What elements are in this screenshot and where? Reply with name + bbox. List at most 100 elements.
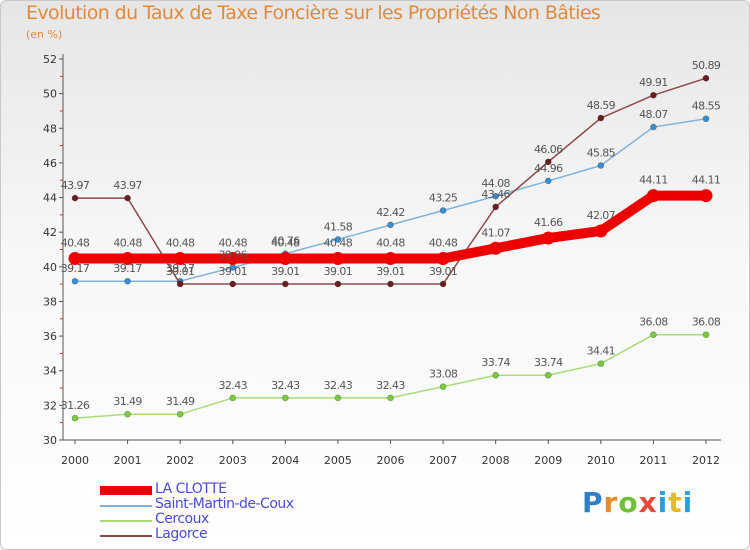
data-point (387, 280, 394, 288)
data-point (229, 394, 237, 402)
data-point (124, 410, 131, 418)
data-label: 40.48 (61, 237, 90, 250)
data-point (650, 331, 657, 339)
y-tick-label: 52 (43, 53, 57, 66)
data-label: 49.91 (639, 76, 668, 89)
data-label: 39.17 (61, 262, 90, 275)
data-label: 43.97 (61, 179, 90, 192)
data-label: 39.17 (166, 262, 195, 275)
x-tick-label: 2011 (639, 454, 667, 467)
y-tick-label: 30 (43, 434, 57, 447)
data-point (387, 394, 394, 402)
data-label: 43.46 (481, 188, 510, 201)
data-label: 40.48 (166, 237, 195, 250)
legend-swatch (100, 520, 152, 522)
data-point (176, 280, 184, 288)
x-tick-label: 2009 (534, 454, 562, 467)
data-label: 40.48 (429, 237, 458, 250)
x-tick-label: 2000 (61, 454, 89, 467)
y-tick-label: 44 (43, 192, 57, 205)
data-point (334, 280, 342, 288)
data-point (646, 189, 660, 203)
y-tick-label: 38 (43, 295, 57, 308)
data-point (597, 360, 605, 367)
data-label: 32.43 (324, 379, 353, 392)
x-tick-label: 2008 (482, 454, 510, 467)
data-label: 40.48 (219, 237, 248, 250)
data-point (597, 162, 605, 169)
proxiti-logo: Proxiti (582, 486, 694, 519)
data-label: 48.59 (587, 99, 616, 112)
data-point (121, 252, 135, 266)
y-tick-label: 46 (43, 157, 57, 170)
data-label: 44.96 (534, 162, 563, 175)
data-label: 39.01 (166, 265, 195, 278)
y-tick-label: 42 (43, 226, 57, 239)
data-point (597, 114, 605, 122)
line-chart: 30 32 34 36 38 40 42 44 46 48 50 52 2000 2001 2002 2003… (43, 53, 721, 467)
data-label: 42.42 (376, 206, 405, 219)
x-tick-label: 2001 (114, 454, 142, 467)
data-label: 39.96 (219, 249, 248, 262)
data-label: 39.01 (271, 265, 300, 278)
data-point (650, 91, 657, 99)
x-tick-label: 2006 (377, 454, 405, 467)
y-tick-label: 48 (43, 122, 57, 135)
legend-label: LA CLOTTE (155, 481, 227, 497)
data-point (439, 383, 447, 390)
data-label: 45.85 (587, 147, 616, 160)
data-point (387, 221, 394, 229)
data-point (176, 410, 184, 418)
data-label: 44.08 (481, 177, 510, 190)
data-point (436, 252, 450, 266)
data-label: 39.01 (219, 265, 248, 278)
data-point (489, 241, 503, 255)
data-point (650, 123, 657, 131)
x-tick-label: 2007 (429, 454, 457, 467)
data-label: 39.17 (113, 262, 142, 275)
data-label: 44.11 (639, 174, 668, 187)
data-point (71, 277, 79, 285)
data-point (544, 158, 552, 166)
data-label: 34.41 (587, 345, 616, 358)
legend-label: Cercoux (155, 511, 209, 527)
data-label: 31.26 (61, 399, 90, 412)
data-label: 31.49 (113, 395, 142, 408)
data-label: 32.43 (376, 379, 405, 392)
x-tick-label: 2005 (324, 454, 352, 467)
data-point (331, 252, 345, 266)
data-label: 48.07 (639, 108, 668, 121)
data-point (71, 194, 79, 202)
data-label: 39.01 (324, 265, 353, 278)
data-point (68, 252, 82, 266)
data-point (71, 414, 79, 422)
data-label: 50.89 (692, 59, 721, 72)
data-point (702, 115, 710, 123)
data-point (226, 252, 240, 266)
data-point (282, 394, 289, 402)
y-tick-label: 50 (43, 88, 57, 101)
chart-title: Evolution du Taux de Taxe Foncière sur l… (26, 2, 601, 24)
data-point (541, 231, 555, 245)
legend-label: Saint-Martin-de-Coux (155, 496, 294, 512)
legend-label: Lagorce (155, 526, 208, 542)
data-point (439, 207, 447, 214)
legend-swatch (100, 486, 152, 495)
data-label: 33.08 (429, 368, 458, 381)
data-label: 40.48 (113, 237, 142, 250)
data-point (492, 203, 499, 211)
data-label: 46.06 (534, 143, 563, 156)
data-label: 41.58 (324, 220, 353, 233)
y-tick-label: 36 (43, 330, 57, 343)
y-tick-label: 40 (43, 261, 57, 274)
data-label: 42.07 (587, 209, 616, 222)
data-point (544, 371, 552, 379)
data-label: 41.66 (534, 216, 563, 229)
x-tick-label: 2010 (587, 454, 615, 467)
data-label: 40.48 (376, 237, 405, 250)
x-tick-label: 2003 (219, 454, 247, 467)
data-point (173, 252, 187, 266)
data-point (334, 236, 342, 243)
legend-swatch (100, 505, 152, 507)
